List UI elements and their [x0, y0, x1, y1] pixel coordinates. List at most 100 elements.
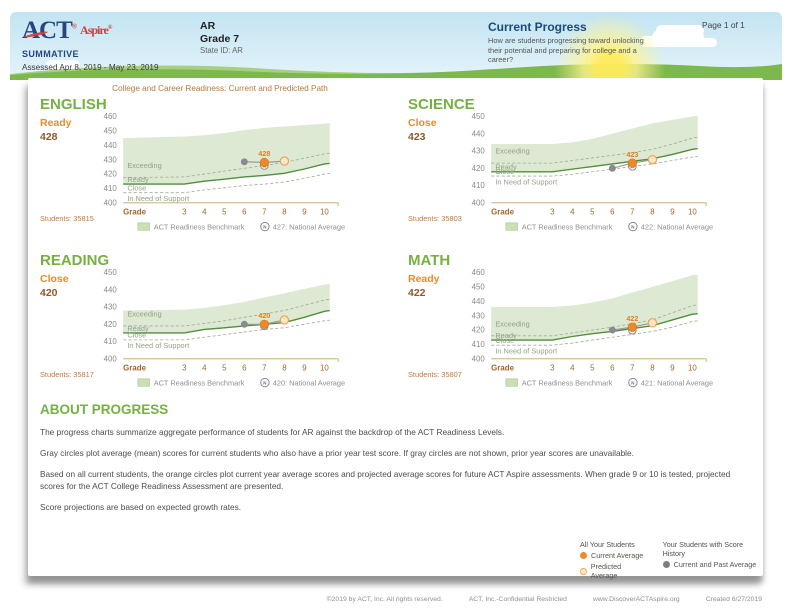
- national-average-legend-label: 427: National Average: [273, 223, 345, 232]
- y-axis-tick: 430: [472, 311, 486, 320]
- y-axis-tick: 450: [472, 112, 486, 121]
- about-paragraph: Gray circles plot average (mean) scores …: [40, 448, 634, 459]
- y-axis-tick: 430: [104, 303, 118, 312]
- prior-average-dot: [240, 158, 248, 166]
- y-axis-tick: 430: [104, 155, 118, 164]
- x-axis-tick: 5: [222, 207, 227, 216]
- zone-label-in-need-of-support: In Need of Support: [127, 341, 189, 350]
- close-threshold-line: [123, 319, 330, 341]
- x-axis-tick: 6: [242, 207, 247, 216]
- x-axis-tick: 8: [650, 207, 655, 216]
- x-axis-label: Grade: [123, 207, 146, 216]
- organization-name: AR: [200, 20, 216, 32]
- benchmark-legend-swatch: [505, 378, 518, 387]
- students-count: Students: 35803: [408, 214, 462, 223]
- predicted-average-dot: [647, 154, 658, 165]
- legend-column-title: Your Students with Score History: [662, 540, 744, 558]
- national-average-legend-n: N: [631, 380, 634, 385]
- x-axis-label: Grade: [491, 363, 514, 372]
- zone-label-close: Close: [495, 167, 514, 176]
- y-axis-tick: 410: [104, 184, 118, 193]
- report-subtitle: How are students progressing toward unlo…: [488, 36, 644, 65]
- x-axis-tick: 10: [688, 363, 697, 372]
- x-axis-tick: 6: [242, 363, 247, 372]
- benchmark-legend-label: ACT Readiness Benchmark: [154, 379, 245, 388]
- aspire-logo-text: Aspire®: [80, 23, 113, 37]
- benchmark-line: [491, 147, 698, 173]
- x-axis-tick: 10: [688, 207, 697, 216]
- about-paragraph: Based on all current students, the orang…: [40, 469, 731, 491]
- benchmark-legend-label: ACT Readiness Benchmark: [522, 379, 613, 388]
- subject-title: ENGLISH: [40, 96, 107, 113]
- zone-label-close: Close: [127, 331, 146, 340]
- x-axis-tick: 5: [222, 363, 227, 372]
- current-average-dot: [259, 319, 269, 329]
- current-average-dot: [627, 322, 637, 332]
- readiness-level: Ready: [408, 273, 440, 285]
- x-axis-tick: 4: [570, 363, 575, 372]
- chart-module-science: SCIENCE Close 423 Students: 35803 Exceed…: [402, 94, 762, 248]
- x-axis-tick: 6: [610, 363, 615, 372]
- benchmark-band: [123, 123, 330, 185]
- students-count: Students: 35817: [40, 370, 94, 379]
- current-average-value-label: 420: [258, 312, 270, 320]
- x-axis-tick: 8: [650, 363, 655, 372]
- y-axis-tick: 440: [472, 129, 486, 138]
- cloud-small-icon: [46, 60, 80, 69]
- legend-all-students-column: All Your Students Current Average Predic…: [580, 540, 647, 580]
- predicted-average-dot: [647, 318, 658, 328]
- national-average-legend-badge: [628, 221, 638, 232]
- about-paragraph: The progress charts summarize aggregate …: [40, 427, 505, 437]
- current-average-dot: [627, 158, 637, 168]
- prior-average-dot: [240, 320, 248, 328]
- benchmark-legend-swatch: [505, 222, 518, 231]
- subject-title: READING: [40, 252, 110, 269]
- prior-average-dot: [608, 326, 616, 334]
- national-average-legend-n: N: [263, 380, 266, 385]
- predicted-average-dot-icon: [580, 567, 587, 575]
- y-axis-tick: 460: [104, 112, 118, 121]
- aspire-registered-mark: ®: [107, 25, 113, 31]
- zone-label-exceeding: Exceeding: [495, 319, 529, 328]
- x-axis-tick: 8: [282, 207, 287, 216]
- x-axis-label: Grade: [123, 363, 146, 372]
- benchmark-legend-label: ACT Readiness Benchmark: [522, 223, 613, 232]
- content-card: College and Career Readiness: Current an…: [28, 78, 763, 580]
- x-axis-tick: 3: [550, 363, 555, 372]
- national-average-legend-n: N: [263, 224, 266, 229]
- current-average-dot: [259, 157, 269, 168]
- x-axis-tick: 3: [182, 207, 187, 216]
- chart-module-english: ENGLISH Ready 428 Students: 35815 Exceed…: [34, 94, 394, 248]
- x-axis-tick: 5: [590, 363, 595, 372]
- current-average-value-label: 428: [258, 150, 270, 158]
- predicted-average-dot: [279, 156, 290, 166]
- x-axis-tick: 7: [630, 363, 634, 372]
- zone-label-ready: Ready: [127, 324, 149, 333]
- y-axis-tick: 450: [104, 268, 118, 277]
- y-axis-tick: 440: [104, 141, 118, 150]
- y-axis-tick: 440: [104, 285, 118, 294]
- x-axis-tick: 5: [590, 207, 595, 216]
- zone-label-in-need-of-support: In Need of Support: [127, 194, 189, 203]
- chart-module-reading: READING Close 420 Students: 35817 Exceed…: [34, 250, 394, 404]
- close-threshold-line: [123, 173, 330, 194]
- predicted-average-dot: [279, 315, 290, 325]
- about-paragraph: Score projections are based on expected …: [40, 501, 242, 512]
- y-axis-tick: 400: [472, 354, 486, 363]
- zone-label-ready: Ready: [495, 163, 517, 172]
- current-average-dot-icon: [580, 552, 587, 559]
- readiness-level: Ready: [40, 117, 72, 129]
- charts-grid: ENGLISH Ready 428 Students: 35815 Exceed…: [34, 94, 762, 404]
- y-axis-tick: 440: [472, 297, 486, 306]
- report-scene: ACT® Aspire® SUMMATIVE Assessed Apr 8, 20…: [10, 12, 782, 592]
- report-title-block: Current Progress How are students progre…: [488, 20, 673, 65]
- exceeding-threshold-line: [491, 304, 698, 337]
- page-footer: ©2019 by ACT, Inc. All rights reserved. …: [0, 596, 762, 603]
- charts-section-title: College and Career Readiness: Current an…: [112, 84, 328, 93]
- x-axis-tick: 10: [320, 363, 329, 372]
- x-axis-tick: 7: [262, 363, 266, 372]
- close-threshold-line: [491, 155, 698, 177]
- legend-item-label: Predicted Average: [590, 562, 622, 580]
- national-average-legend-label: 422: National Average: [641, 223, 713, 232]
